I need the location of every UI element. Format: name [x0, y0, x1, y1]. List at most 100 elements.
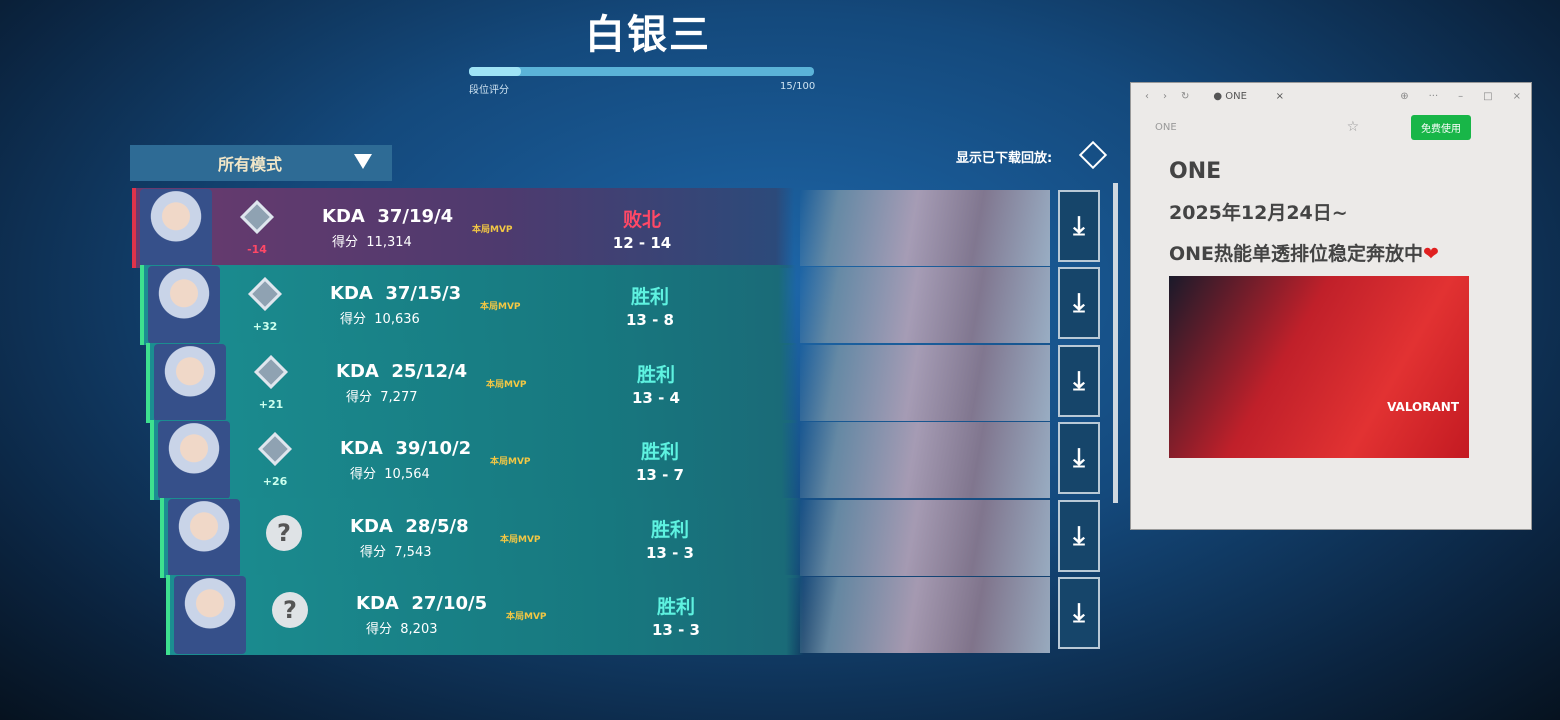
maximize-icon[interactable]: □ [1483, 90, 1493, 102]
score-value: 7,277 [380, 390, 418, 405]
browser-toolbar: ONE ☆ 免费使用 [1131, 109, 1531, 145]
site-name: ONE [1155, 121, 1177, 133]
download-replay-button[interactable]: ⤓ [1058, 267, 1100, 339]
rank-progress-bar [469, 67, 814, 76]
rank-rating-change: +26 [262, 475, 288, 488]
kda-value: 37/15/3 [385, 283, 462, 304]
scrollbar[interactable] [1113, 183, 1118, 503]
show-downloaded-toggle[interactable] [1078, 140, 1108, 170]
minimize-icon[interactable]: – [1458, 90, 1464, 102]
post-headline: ONE热能单透排位稳定奔放中❤ [1169, 239, 1493, 266]
match-result: 胜利 [636, 363, 675, 386]
download-replay-button[interactable]: ⤓ [1058, 422, 1100, 494]
map-thumbnail [800, 577, 1050, 653]
download-replay-button[interactable]: ⤓ [1058, 190, 1100, 262]
kda-label: KDA [340, 438, 383, 459]
kda-value: 39/10/2 [395, 438, 472, 459]
kda-label: KDA [336, 361, 379, 382]
download-icon: ⤓ [1073, 442, 1085, 473]
rank-icon [258, 432, 292, 466]
reload-icon[interactable]: ↻ [1181, 90, 1190, 102]
rank-progress-fill [469, 67, 521, 76]
match-score: 13 - 3 [652, 620, 700, 639]
match-score: 13 - 4 [632, 388, 680, 407]
kda-label: KDA [356, 593, 399, 614]
kda-value: 25/12/4 [391, 361, 468, 382]
rank-icon [240, 200, 274, 234]
post-headline-text: ONE热能单透排位稳定奔放中 [1169, 243, 1424, 265]
post-date: 2025年12月24日~ [1169, 202, 1348, 224]
rank-title: 白银三 [585, 12, 711, 58]
map-thumbnail [800, 422, 1050, 498]
download-replay-button[interactable]: ⤓ [1058, 577, 1100, 649]
download-icon: ⤓ [1073, 597, 1085, 628]
mvp-badge: 本局MVP [480, 301, 521, 312]
score-value: 7,543 [394, 545, 432, 560]
mode-filter-label: 所有模式 [218, 155, 283, 174]
back-icon[interactable]: ‹ [1145, 90, 1149, 102]
forward-icon[interactable]: › [1163, 90, 1167, 102]
unknown-rank-icon: ? [266, 515, 302, 551]
match-result: 胜利 [640, 440, 679, 463]
rank-rating-change: +21 [258, 398, 284, 411]
mvp-badge: 本局MVP [506, 611, 547, 622]
agent-portrait [148, 266, 220, 344]
score-value: 10,636 [374, 312, 420, 327]
agent-portrait [154, 344, 226, 422]
agent-portrait [158, 421, 230, 499]
rank-icon [248, 277, 282, 311]
score-label: 得分 [350, 467, 377, 482]
rank-icon [254, 355, 288, 389]
rank-rating-change: +32 [252, 320, 278, 333]
match-result: 胜利 [630, 285, 669, 308]
download-icon: ⤓ [1073, 287, 1085, 318]
score-value: 8,203 [400, 622, 438, 637]
rank-progress-value: 15/100 [780, 81, 816, 92]
kda-value: 28/5/8 [405, 516, 469, 537]
kda-value: 27/10/5 [411, 593, 488, 614]
mvp-badge: 本局MVP [500, 534, 541, 545]
free-use-button[interactable]: 免费使用 [1411, 114, 1471, 140]
match-result: 败北 [622, 208, 661, 231]
score-label: 得分 [360, 545, 387, 560]
star-icon[interactable]: ☆ [1346, 119, 1360, 135]
close-icon[interactable]: × [1512, 90, 1521, 102]
download-icon: ⤓ [1073, 210, 1085, 241]
kda-label: KDA [350, 516, 393, 537]
agent-portrait [140, 189, 212, 267]
score-label: 得分 [332, 235, 359, 250]
match-score: 12 - 14 [612, 233, 672, 252]
browser-tab[interactable]: ● ONE × [1213, 90, 1284, 102]
score-value: 10,564 [384, 467, 430, 482]
map-thumbnail [800, 345, 1050, 421]
more-icon[interactable]: ··· [1428, 90, 1439, 102]
kda-value: 37/19/4 [377, 206, 454, 227]
browser-window: ‹ › ↻ ● ONE × ⊕ ··· – □ × ONE ☆ 免费使用 ONE 2025年… [1130, 82, 1532, 530]
map-thumbnail [800, 500, 1050, 576]
download-replay-button[interactable]: ⤓ [1058, 500, 1100, 572]
score-label: 得分 [340, 312, 367, 327]
post-title: ONE [1169, 159, 1222, 184]
tab-title: ONE [1225, 90, 1247, 102]
download-replay-button[interactable]: ⤓ [1058, 345, 1100, 417]
kda-label: KDA [330, 283, 373, 304]
promo-banner: VALORANT [1169, 276, 1469, 458]
kda-label: KDA [322, 206, 365, 227]
match-score: 13 - 7 [636, 465, 684, 484]
mode-filter-dropdown[interactable]: 所有模式 [130, 145, 392, 181]
globe-icon[interactable]: ⊕ [1400, 90, 1409, 102]
browser-titlebar: ‹ › ↻ ● ONE × ⊕ ··· – □ × [1131, 83, 1531, 109]
match-score: 13 - 8 [626, 310, 674, 329]
banner-logo-text: VALORANT [1387, 400, 1459, 414]
agent-portrait [168, 499, 240, 577]
download-icon: ⤓ [1073, 365, 1085, 396]
mvp-badge: 本局MVP [490, 456, 531, 467]
heart-icon: ❤ [1423, 243, 1439, 265]
rank-progress-label: 段位评分 [469, 85, 509, 96]
agent-portrait [174, 576, 246, 654]
unknown-rank-icon: ? [272, 592, 308, 628]
dropdown-arrow-icon [354, 154, 372, 169]
download-icon: ⤓ [1073, 520, 1085, 551]
score-value: 11,314 [366, 235, 412, 250]
score-label: 得分 [366, 622, 393, 637]
